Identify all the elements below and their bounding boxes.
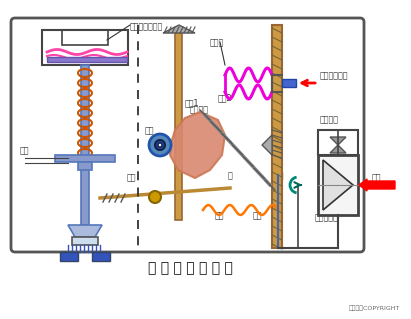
Circle shape <box>158 143 162 147</box>
Polygon shape <box>170 112 225 178</box>
Circle shape <box>149 134 171 156</box>
Polygon shape <box>68 225 102 237</box>
Bar <box>62 30 108 45</box>
Bar <box>55 155 115 162</box>
Bar <box>78 162 92 170</box>
Text: 摆杆: 摆杆 <box>127 173 136 182</box>
Circle shape <box>149 191 161 203</box>
Text: 压力信号输入: 压力信号输入 <box>320 71 349 80</box>
Text: 气源: 气源 <box>372 173 381 182</box>
Bar <box>282 79 296 87</box>
Text: 气动放大器: 气动放大器 <box>315 213 339 222</box>
Text: 弹簧: 弹簧 <box>215 211 224 220</box>
Text: 杠杆2: 杠杆2 <box>218 93 233 102</box>
Polygon shape <box>323 160 353 210</box>
Text: 气 动 阀 门 定 位 器: 气 动 阀 门 定 位 器 <box>148 261 233 275</box>
Bar <box>92 252 110 261</box>
Text: 波纹管: 波纹管 <box>210 38 224 47</box>
Bar <box>272 25 282 248</box>
Text: 杠杆1: 杠杆1 <box>185 98 199 107</box>
Polygon shape <box>163 25 195 33</box>
Text: 恒节流孔: 恒节流孔 <box>320 115 339 124</box>
Bar <box>42 30 128 65</box>
FancyArrow shape <box>359 179 395 191</box>
Text: 喷嘴: 喷嘴 <box>275 171 284 180</box>
Text: 东方仿真COPYRIGHT: 东方仿真COPYRIGHT <box>349 305 400 311</box>
Bar <box>81 65 89 225</box>
Bar <box>175 30 182 220</box>
Bar <box>47 57 127 62</box>
FancyBboxPatch shape <box>11 18 364 252</box>
Bar <box>318 155 358 215</box>
Circle shape <box>155 140 165 150</box>
Text: 挡板: 挡板 <box>253 211 263 220</box>
Text: 偏心凸轮: 偏心凸轮 <box>190 105 209 114</box>
Text: 滚轮: 滚轮 <box>145 126 155 135</box>
Text: 轴: 轴 <box>228 171 233 180</box>
Bar <box>318 130 358 155</box>
Bar <box>72 237 98 245</box>
Text: 平板: 平板 <box>20 146 30 155</box>
Polygon shape <box>262 135 272 155</box>
Polygon shape <box>330 137 346 153</box>
Text: 气动薄膜调节阀: 气动薄膜调节阀 <box>130 22 163 31</box>
Bar <box>60 252 78 261</box>
